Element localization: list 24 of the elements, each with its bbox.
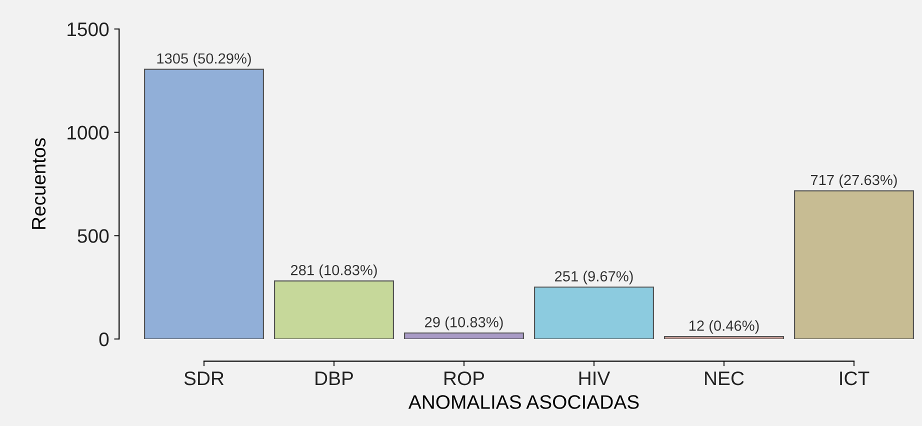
data-label: 1305 (50.29%) [157, 52, 251, 67]
x-tick-label: ICT [840, 371, 870, 386]
x-tick-label: NEC [705, 371, 744, 386]
x-axis-title: ANOMALIAS ASOCIADAS [408, 395, 639, 409]
x-tick-label: HIV [579, 372, 610, 386]
data-label: 717 (27.63%) [810, 174, 897, 188]
y-axis-title: Recuentos [32, 138, 46, 229]
bar [274, 280, 394, 339]
y-tick-label: 500 [78, 229, 109, 243]
y-tick-label: 1500 [68, 22, 109, 36]
y-tick-label: 1000 [68, 126, 109, 140]
data-label: 29 (10.83%) [425, 316, 503, 330]
x-tick-label: ROP [444, 371, 484, 386]
x-tick-label: DBP [316, 372, 353, 386]
bar [794, 190, 914, 339]
bar [404, 332, 524, 339]
bar [664, 336, 784, 339]
x-tick-label: SDR [184, 371, 224, 386]
data-label: 281 (10.83%) [290, 264, 377, 278]
bar [144, 68, 264, 339]
bar [534, 286, 654, 339]
data-label: 251 (9.67%) [555, 270, 633, 284]
y-tick-label: 0 [99, 332, 109, 346]
data-label: 12 (0.46%) [689, 320, 759, 334]
